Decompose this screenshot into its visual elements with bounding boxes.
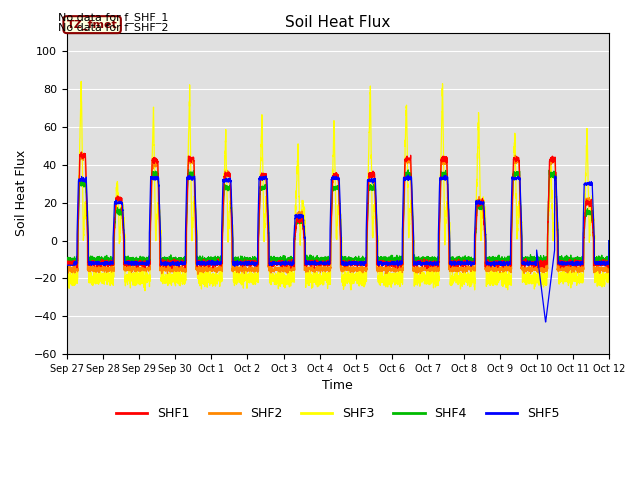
Text: TZ_fmet: TZ_fmet (67, 20, 118, 30)
Text: No data for f_SHF_1: No data for f_SHF_1 (58, 12, 168, 23)
Legend: SHF1, SHF2, SHF3, SHF4, SHF5: SHF1, SHF2, SHF3, SHF4, SHF5 (111, 402, 564, 425)
Title: Soil Heat Flux: Soil Heat Flux (285, 15, 390, 30)
Text: No data for f_SHF_2: No data for f_SHF_2 (58, 22, 168, 33)
Y-axis label: Soil Heat Flux: Soil Heat Flux (15, 150, 28, 237)
X-axis label: Time: Time (323, 379, 353, 392)
